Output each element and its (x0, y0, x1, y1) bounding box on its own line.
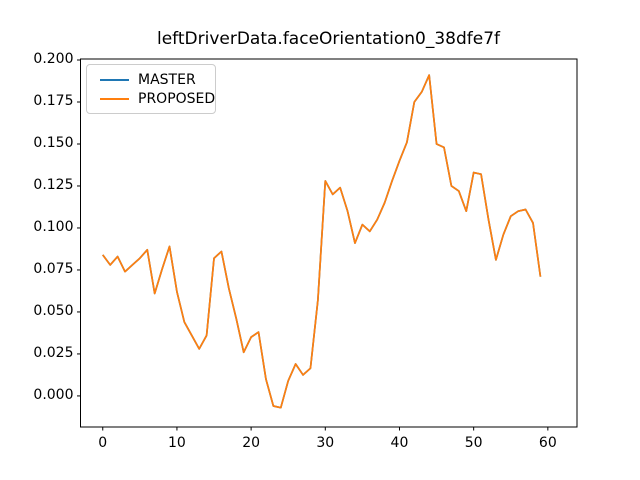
y-tick-label-0.000: 0.000 (33, 386, 74, 403)
y-tick-label-0.075: 0.075 (33, 260, 74, 277)
chart-title: leftDriverData.faceOrientation0_38dfe7f (156, 29, 500, 49)
x-tick-label-40: 40 (390, 435, 409, 451)
y-tick-label-0.125: 0.125 (33, 176, 74, 193)
legend-label-proposed: PROPOSED (138, 90, 216, 107)
y-tick-label-0.175: 0.175 (33, 92, 74, 109)
legend: MASTER PROPOSED (86, 64, 216, 114)
axes-spines (80, 58, 578, 428)
master-line-swatch (100, 78, 129, 81)
y-tick-label-0.050: 0.050 (33, 302, 74, 319)
x-tick-label-20: 20 (242, 435, 261, 451)
x-tick-label-30: 30 (316, 435, 335, 451)
legend-item-proposed: PROPOSED (95, 89, 215, 108)
y-tick-label-0.100: 0.100 (33, 218, 74, 235)
proposed-line-swatch (100, 97, 129, 100)
x-tick-label-0: 0 (98, 435, 108, 451)
y-tick-label-0.150: 0.150 (33, 134, 74, 151)
x-tick-label-60: 60 (538, 435, 557, 451)
series-line-proposed (102, 74, 542, 409)
y-tick-label-0.200: 0.200 (33, 51, 74, 67)
x-tick-label-50: 50 (464, 435, 483, 451)
legend-item-master: MASTER (95, 70, 207, 89)
x-tick-label-10: 10 (168, 435, 186, 451)
y-tick-label-0.025: 0.025 (33, 344, 74, 361)
legend-label-master: MASTER (138, 71, 196, 88)
